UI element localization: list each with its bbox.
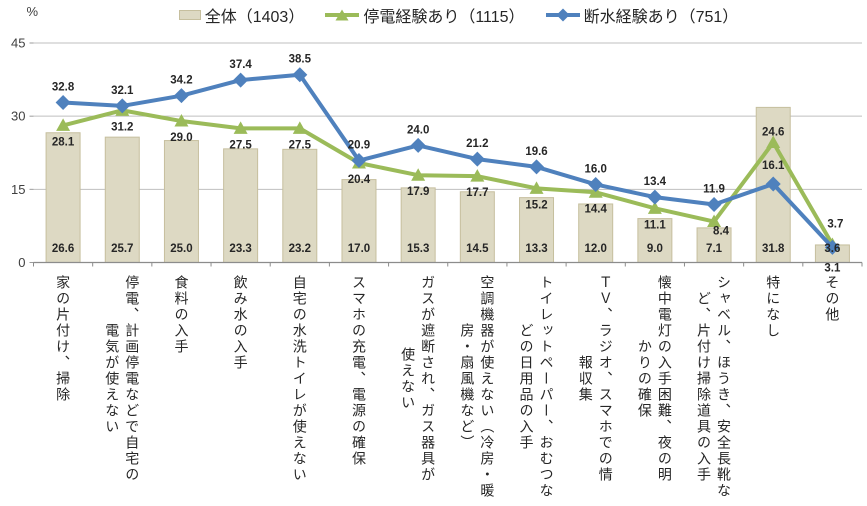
y-tick-label: 45 — [11, 36, 25, 51]
diamond-marker — [765, 176, 781, 192]
line-value-label: 11.9 — [703, 183, 725, 195]
diamond-marker — [410, 137, 426, 153]
bar-value-label: 17.0 — [348, 243, 370, 255]
diamond-marker — [55, 95, 71, 111]
bar-value-label: 23.3 — [229, 243, 251, 255]
diamond-marker — [114, 98, 130, 114]
bar — [341, 179, 377, 263]
triangle-marker — [174, 114, 189, 127]
diamond-marker — [292, 67, 308, 83]
triangle-marker — [766, 135, 781, 149]
line-value-label: 19.6 — [525, 146, 547, 158]
triangle-marker — [56, 118, 71, 131]
line-value-label: 28.1 — [52, 136, 75, 148]
bar-value-label: 31.8 — [762, 243, 785, 255]
line-value-label: 29.0 — [170, 132, 192, 144]
bar — [223, 148, 259, 263]
bar-value-label: 12.0 — [585, 243, 607, 255]
bar-value-label: 26.6 — [52, 243, 74, 255]
triangle-line — [62, 108, 835, 246]
triangle-marker — [707, 214, 722, 228]
bar — [637, 218, 673, 264]
line-value-label: 3.1 — [824, 262, 841, 274]
bar-value-label: 13.3 — [525, 243, 547, 255]
diamond-marker — [469, 151, 485, 167]
bar — [163, 140, 199, 263]
diamond-marker — [706, 196, 722, 212]
bar-value-label: 7.1 — [706, 243, 723, 255]
diamond-marker — [529, 159, 545, 175]
line-value-label: 16.1 — [762, 160, 785, 172]
diamond-marker — [233, 72, 249, 88]
line-value-label: 11.1 — [644, 219, 666, 231]
diamond-line-swatch-icon — [545, 8, 580, 22]
y-axis-unit: % — [26, 4, 38, 19]
line-value-label: 13.4 — [644, 176, 667, 188]
bar-value-label: 9.0 — [647, 243, 663, 255]
bar — [282, 148, 318, 263]
line-value-label: 27.5 — [229, 139, 252, 151]
y-tick-label: 15 — [11, 182, 25, 197]
legend-label-overall: 全体（1403） — [204, 9, 305, 26]
line-value-label: 38.5 — [289, 54, 312, 66]
line-value-label: 31.2 — [111, 121, 133, 133]
diamond-line — [62, 72, 834, 249]
line-value-label: 17.7 — [466, 187, 488, 199]
line-value-label: 27.5 — [289, 139, 312, 151]
triangle-marker — [647, 201, 662, 214]
line-value-label: 16.0 — [585, 163, 607, 175]
legend-item-overall: 全体（1403） — [178, 3, 305, 27]
bar-value-label: 15.3 — [407, 243, 429, 255]
triangle-marker — [470, 169, 485, 182]
line-value-label: 34.2 — [170, 75, 192, 87]
bar — [459, 191, 495, 263]
bar — [45, 132, 81, 263]
legend-label-water: 断水経験あり（751） — [583, 9, 739, 26]
line-value-label: 24.6 — [762, 127, 784, 139]
line-value-label: 37.4 — [229, 59, 252, 71]
line-value-label: 3.7 — [827, 218, 843, 230]
bar — [104, 136, 140, 263]
diamond-marker — [824, 239, 840, 255]
bar-value-label: 25.7 — [111, 243, 133, 255]
bar — [400, 187, 436, 263]
bar-swatch-icon — [178, 10, 201, 20]
line-value-label: 20.4 — [348, 174, 371, 186]
triangle-marker — [233, 121, 248, 134]
bar-value-label: 25.0 — [170, 243, 192, 255]
legend-label-blackout: 停電経験あり（1115） — [363, 9, 525, 26]
legend-item-water: 断水経験あり（751） — [545, 3, 739, 27]
bar-value-label: 23.2 — [289, 243, 311, 255]
legend-item-blackout: 停電経験あり（1115） — [325, 3, 525, 27]
line-value-label: 8.4 — [713, 226, 730, 238]
bar — [519, 197, 555, 263]
line-value-label: 20.9 — [348, 140, 370, 152]
triangle-marker — [292, 121, 307, 134]
diamond-marker — [588, 176, 604, 192]
line-value-label: 15.2 — [525, 199, 547, 211]
y-tick-label: 0 — [18, 255, 25, 270]
triangle-line-swatch-icon — [325, 9, 360, 21]
line-value-label: 14.4 — [585, 203, 608, 215]
legend: 全体（1403） 停電経験あり（1115） 断水経験あり（751） — [0, 3, 867, 27]
line-value-label: 32.8 — [52, 82, 75, 94]
triangle-marker — [411, 168, 426, 181]
line-value-label: 32.1 — [111, 85, 134, 97]
diamond-marker — [647, 189, 663, 205]
bar — [578, 203, 614, 263]
diamond-marker — [351, 153, 367, 169]
line-value-label: 17.9 — [407, 186, 429, 198]
y-tick-label: 30 — [11, 109, 25, 124]
bar-value-label: 14.5 — [466, 243, 489, 255]
line-value-label: 21.2 — [466, 138, 488, 150]
bar-value-label: 3.6 — [824, 243, 840, 255]
triangle-marker — [529, 181, 544, 194]
line-value-label: 24.0 — [407, 124, 429, 136]
diamond-marker — [173, 88, 189, 104]
